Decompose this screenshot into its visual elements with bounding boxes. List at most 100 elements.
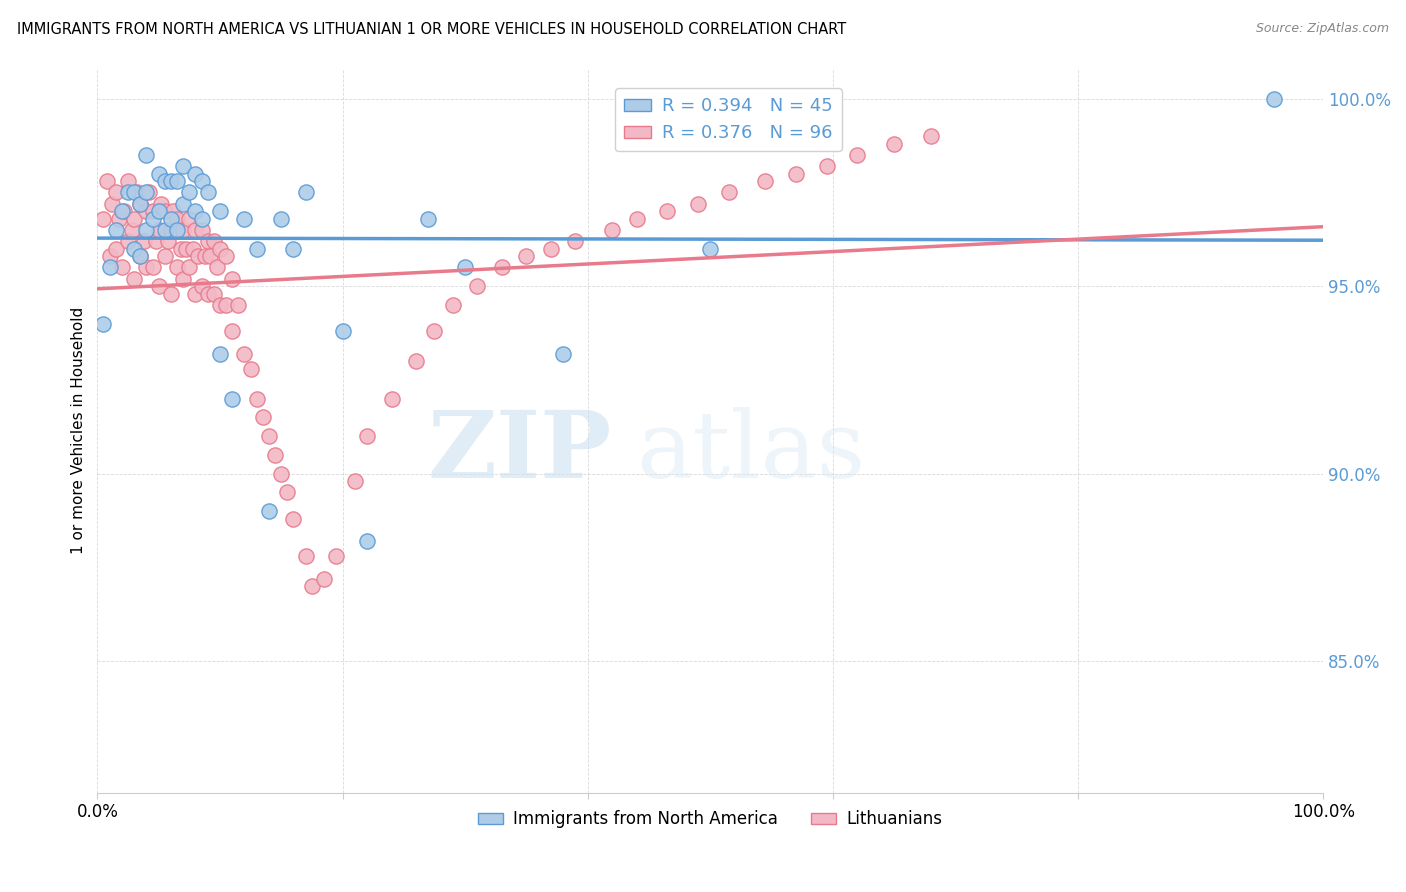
Point bbox=[104, 242, 127, 256]
Point bbox=[141, 260, 163, 275]
Point bbox=[197, 234, 219, 248]
Point bbox=[380, 392, 402, 406]
Point bbox=[699, 242, 721, 256]
Point bbox=[257, 429, 280, 443]
Point bbox=[179, 186, 201, 200]
Point bbox=[129, 196, 152, 211]
Point bbox=[166, 260, 188, 275]
Point bbox=[160, 223, 183, 237]
Point bbox=[1263, 91, 1285, 105]
Point bbox=[270, 467, 292, 481]
Point bbox=[283, 512, 305, 526]
Point bbox=[491, 260, 513, 275]
Point bbox=[122, 242, 145, 256]
Point bbox=[93, 211, 115, 226]
Point bbox=[153, 249, 176, 263]
Point bbox=[264, 448, 287, 462]
Point bbox=[356, 534, 378, 549]
Point bbox=[198, 249, 221, 263]
Point bbox=[197, 286, 219, 301]
Point bbox=[141, 204, 163, 219]
Point bbox=[101, 196, 124, 211]
Point bbox=[148, 204, 170, 219]
Point bbox=[122, 271, 145, 285]
Y-axis label: 1 or more Vehicles in Household: 1 or more Vehicles in Household bbox=[72, 307, 86, 554]
Point bbox=[717, 186, 740, 200]
Point bbox=[418, 211, 440, 226]
Point bbox=[215, 249, 238, 263]
Point bbox=[104, 186, 127, 200]
Point bbox=[98, 260, 121, 275]
Point bbox=[111, 260, 134, 275]
Point bbox=[148, 223, 170, 237]
Point bbox=[246, 242, 269, 256]
Point bbox=[135, 223, 157, 237]
Point bbox=[135, 204, 157, 219]
Point bbox=[686, 196, 709, 211]
Point bbox=[129, 249, 152, 263]
Point bbox=[920, 129, 942, 144]
Point bbox=[221, 392, 243, 406]
Text: IMMIGRANTS FROM NORTH AMERICA VS LITHUANIAN 1 OR MORE VEHICLES IN HOUSEHOLD CORR: IMMIGRANTS FROM NORTH AMERICA VS LITHUAN… bbox=[17, 22, 846, 37]
Point bbox=[112, 204, 135, 219]
Point bbox=[246, 392, 269, 406]
Point bbox=[96, 174, 118, 188]
Point bbox=[187, 249, 209, 263]
Point bbox=[153, 223, 176, 237]
Point bbox=[564, 234, 586, 248]
Point bbox=[294, 549, 316, 564]
Legend: Immigrants from North America, Lithuanians: Immigrants from North America, Lithuania… bbox=[471, 804, 949, 835]
Point bbox=[153, 174, 176, 188]
Point bbox=[657, 204, 679, 219]
Point bbox=[135, 186, 157, 200]
Point bbox=[208, 204, 231, 219]
Point bbox=[190, 174, 212, 188]
Point bbox=[226, 298, 249, 312]
Point bbox=[194, 249, 217, 263]
Point bbox=[208, 298, 231, 312]
Point bbox=[467, 279, 489, 293]
Point bbox=[93, 317, 115, 331]
Point bbox=[553, 346, 575, 360]
Point bbox=[138, 186, 160, 200]
Point bbox=[754, 174, 776, 188]
Text: Source: ZipAtlas.com: Source: ZipAtlas.com bbox=[1256, 22, 1389, 36]
Point bbox=[179, 260, 201, 275]
Point bbox=[221, 271, 243, 285]
Point bbox=[160, 174, 183, 188]
Point bbox=[184, 167, 207, 181]
Point bbox=[208, 242, 231, 256]
Point bbox=[122, 186, 145, 200]
Point bbox=[221, 324, 243, 338]
Point bbox=[600, 223, 623, 237]
Point bbox=[148, 167, 170, 181]
Point bbox=[314, 572, 336, 586]
Point bbox=[162, 204, 184, 219]
Point bbox=[181, 242, 204, 256]
Point bbox=[166, 174, 188, 188]
Point bbox=[785, 167, 807, 181]
Point bbox=[405, 354, 427, 368]
Point bbox=[343, 475, 366, 489]
Point bbox=[252, 410, 274, 425]
Point bbox=[122, 211, 145, 226]
Text: atlas: atlas bbox=[637, 408, 866, 498]
Point bbox=[257, 504, 280, 518]
Text: ZIP: ZIP bbox=[427, 408, 612, 498]
Point bbox=[184, 286, 207, 301]
Point bbox=[515, 249, 537, 263]
Point bbox=[184, 204, 207, 219]
Point bbox=[423, 324, 446, 338]
Point bbox=[135, 260, 157, 275]
Point bbox=[135, 148, 157, 162]
Point bbox=[276, 485, 298, 500]
Point bbox=[184, 223, 207, 237]
Point bbox=[104, 223, 127, 237]
Point bbox=[190, 279, 212, 293]
Point bbox=[233, 346, 256, 360]
Point bbox=[117, 234, 139, 248]
Point bbox=[129, 196, 152, 211]
Point bbox=[166, 211, 188, 226]
Point bbox=[441, 298, 464, 312]
Point bbox=[454, 260, 477, 275]
